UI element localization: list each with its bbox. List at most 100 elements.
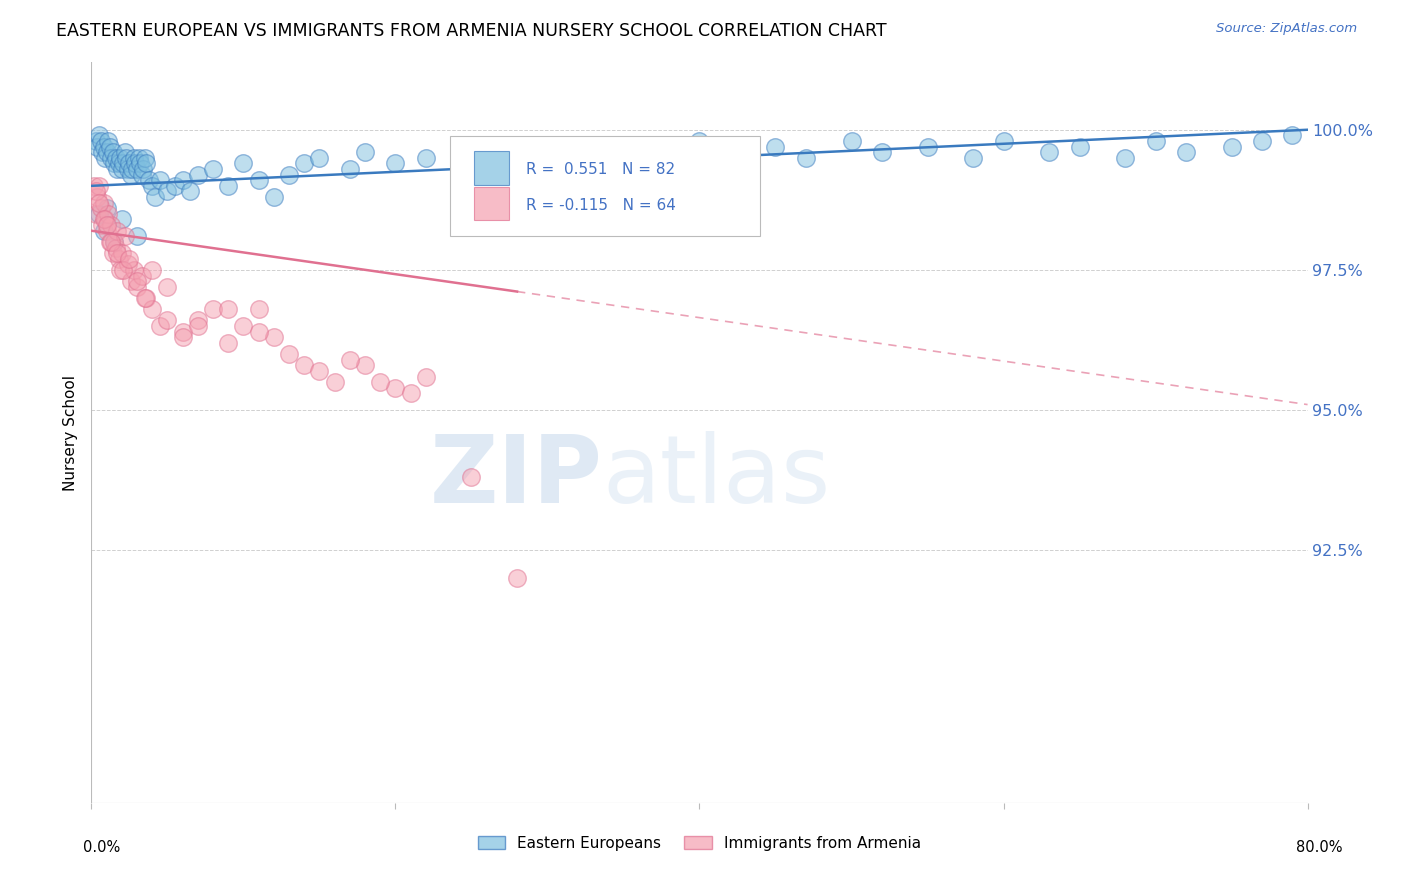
Point: [84, 185, 107, 199]
Point: [415, 151, 437, 165]
Point: [217, 302, 239, 317]
Point: [1175, 145, 1198, 160]
Point: [1144, 134, 1167, 148]
Point: [612, 151, 634, 165]
Point: [110, 263, 132, 277]
Point: [105, 246, 128, 260]
Point: [107, 156, 129, 170]
Point: [278, 347, 301, 361]
Point: [1281, 128, 1303, 143]
Point: [1114, 151, 1136, 165]
Point: [149, 319, 172, 334]
Point: [460, 470, 482, 484]
Point: [117, 257, 139, 271]
Text: atlas: atlas: [602, 431, 831, 523]
Point: [841, 134, 863, 148]
Point: [125, 280, 148, 294]
FancyBboxPatch shape: [474, 187, 509, 220]
Point: [87, 195, 110, 210]
Point: [118, 156, 141, 170]
Point: [132, 161, 155, 176]
Point: [87, 178, 110, 193]
Point: [962, 151, 984, 165]
Point: [98, 139, 121, 153]
Point: [384, 156, 406, 170]
Point: [384, 381, 406, 395]
Point: [506, 156, 529, 170]
Point: [100, 151, 122, 165]
Point: [368, 375, 391, 389]
Point: [129, 156, 152, 170]
Point: [111, 161, 134, 176]
Point: [104, 151, 127, 165]
Point: [134, 151, 156, 165]
Point: [917, 139, 939, 153]
Point: [111, 212, 134, 227]
Legend: Eastern Europeans, Immigrants from Armenia: Eastern Europeans, Immigrants from Armen…: [478, 836, 921, 851]
Point: [107, 252, 129, 266]
Point: [156, 280, 179, 294]
Point: [141, 263, 163, 277]
Point: [339, 352, 361, 367]
Point: [96, 224, 118, 238]
Point: [354, 145, 377, 160]
Point: [143, 190, 166, 204]
Point: [232, 156, 254, 170]
Point: [96, 145, 118, 160]
Point: [121, 161, 143, 176]
Point: [141, 302, 163, 317]
Point: [131, 168, 153, 182]
Point: [202, 161, 225, 176]
Text: 80.0%: 80.0%: [1295, 840, 1343, 855]
Point: [111, 246, 134, 260]
Point: [263, 190, 285, 204]
Point: [187, 168, 209, 182]
Point: [1220, 139, 1243, 153]
Text: 0.0%: 0.0%: [83, 840, 120, 855]
Point: [202, 302, 225, 317]
Point: [96, 218, 118, 232]
Point: [172, 330, 194, 344]
Point: [292, 359, 315, 373]
Point: [1038, 145, 1060, 160]
Point: [117, 161, 139, 176]
Point: [91, 218, 114, 232]
Point: [118, 252, 141, 266]
Point: [1069, 139, 1091, 153]
Point: [87, 207, 110, 221]
Y-axis label: Nursery School: Nursery School: [63, 375, 79, 491]
Point: [120, 274, 142, 288]
Point: [141, 178, 163, 193]
Point: [100, 218, 122, 232]
Point: [354, 359, 377, 373]
Point: [101, 145, 124, 160]
Point: [86, 139, 108, 153]
Point: [115, 151, 138, 165]
Point: [114, 145, 136, 160]
Point: [399, 386, 422, 401]
Point: [765, 139, 787, 153]
Point: [247, 325, 270, 339]
Point: [112, 263, 135, 277]
Point: [83, 178, 105, 193]
Point: [247, 173, 270, 187]
Point: [103, 235, 125, 249]
Point: [87, 128, 110, 143]
Point: [135, 156, 157, 170]
Point: [308, 364, 330, 378]
Point: [138, 173, 160, 187]
Point: [94, 151, 117, 165]
Point: [103, 235, 125, 249]
Point: [172, 173, 194, 187]
Text: R =  0.551   N = 82: R = 0.551 N = 82: [526, 162, 675, 178]
Point: [128, 151, 150, 165]
Point: [97, 134, 120, 148]
Point: [292, 156, 315, 170]
Point: [110, 151, 132, 165]
Point: [91, 145, 114, 160]
Point: [179, 185, 201, 199]
Point: [94, 212, 117, 227]
Point: [156, 185, 179, 199]
Point: [120, 168, 142, 182]
Point: [163, 178, 186, 193]
